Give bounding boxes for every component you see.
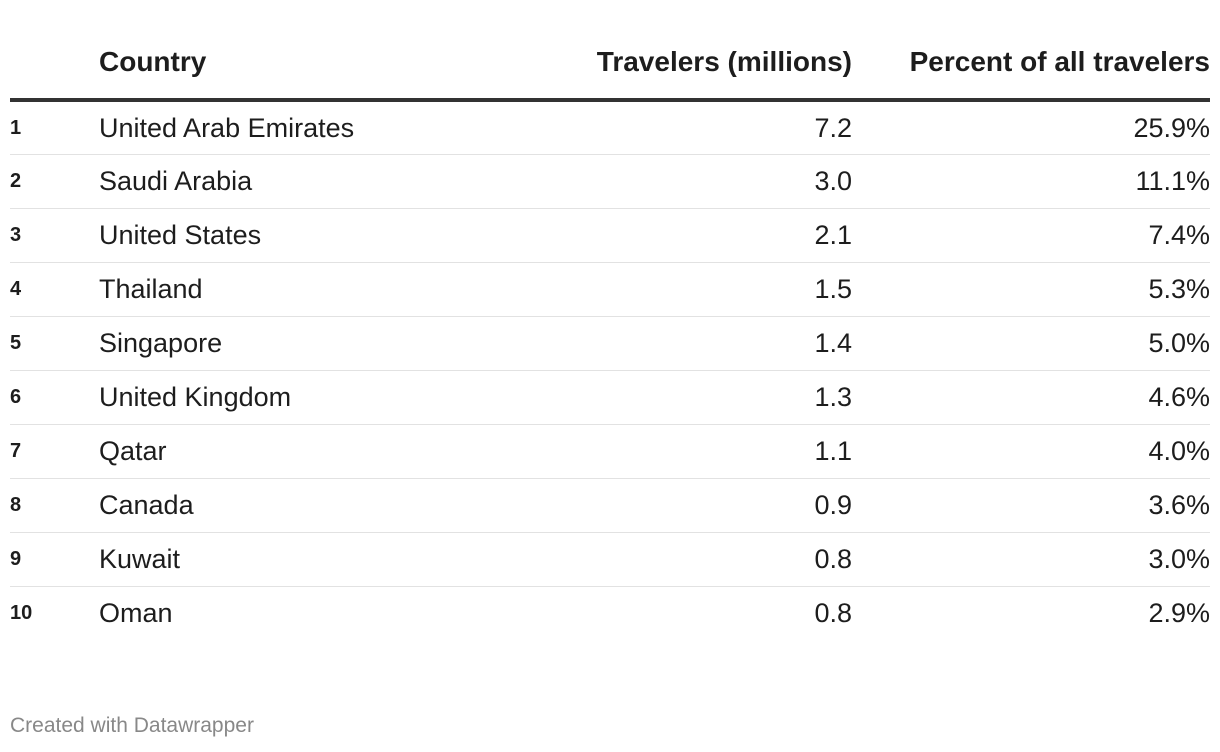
header-rank	[10, 44, 99, 102]
percent-cell: 5.0%	[852, 316, 1210, 371]
rank-cell: 10	[10, 602, 33, 624]
rank-cell: 9	[10, 532, 99, 587]
travelers-cell: 3.0	[522, 154, 852, 209]
country-cell: Singapore	[99, 316, 522, 371]
data-table: Country Travelers (millions) Percent of …	[10, 44, 1210, 640]
rank-cell: 3	[10, 208, 99, 263]
table-header: Country Travelers (millions) Percent of …	[10, 44, 1210, 102]
country-cell: United Kingdom	[99, 370, 522, 425]
percent-cell: 11.1%	[852, 154, 1210, 209]
percent-cell: 3.0%	[852, 532, 1210, 587]
table-row: 6 United Kingdom 1.3 4.6%	[10, 370, 1210, 425]
country-cell: Qatar	[99, 424, 522, 479]
country-cell: United Arab Emirates	[99, 100, 522, 155]
table-row: 8 Canada 0.9 3.6%	[10, 478, 1210, 533]
table-row: 3 United States 2.1 7.4%	[10, 208, 1210, 263]
table-row: 7 Qatar 1.1 4.0%	[10, 424, 1210, 479]
percent-cell: 5.3%	[852, 262, 1210, 317]
header-country[interactable]: Country	[99, 44, 522, 102]
country-cell: Oman	[99, 598, 173, 628]
percent-cell: 7.4%	[852, 208, 1210, 263]
travelers-cell: 7.2	[522, 100, 852, 155]
percent-cell: 2.9%	[1148, 598, 1210, 628]
country-cell: Saudi Arabia	[99, 154, 522, 209]
travelers-cell: 2.1	[522, 208, 852, 263]
country-cell: Thailand	[99, 262, 522, 317]
rank-cell: 2	[10, 154, 99, 209]
table-row: 5 Singapore 1.4 5.0%	[10, 316, 1210, 371]
rank-cell: 4	[10, 262, 99, 317]
travelers-cell: 1.1	[522, 424, 852, 479]
travelers-cell: 1.4	[522, 316, 852, 371]
percent-cell: 3.6%	[852, 478, 1210, 533]
table-row: 10 Oman 0.8 2.9%	[10, 587, 1210, 641]
header-row: Country Travelers (millions) Percent of …	[10, 44, 1210, 102]
header-percent[interactable]: Percent of all travelers	[852, 44, 1210, 102]
table-row: 2 Saudi Arabia 3.0 11.1%	[10, 154, 1210, 209]
rank-cell: 1	[10, 100, 99, 155]
travelers-cell: 0.8	[522, 532, 852, 587]
country-cell: Kuwait	[99, 532, 522, 587]
country-cell: United States	[99, 208, 522, 263]
rank-cell: 8	[10, 478, 99, 533]
table-row: 9 Kuwait 0.8 3.0%	[10, 532, 1210, 587]
travelers-cell: 0.9	[522, 478, 852, 533]
rank-cell: 5	[10, 316, 99, 371]
rank-cell: 6	[10, 370, 99, 425]
country-cell: Canada	[99, 478, 522, 533]
table-row: 1 United Arab Emirates 7.2 25.9%	[10, 100, 1210, 155]
percent-cell: 4.6%	[852, 370, 1210, 425]
table-body: 1 United Arab Emirates 7.2 25.9% 2 Saudi Arab…	[10, 100, 1210, 640]
table-row: 4 Thailand 1.5 5.3%	[10, 262, 1210, 317]
percent-cell: 25.9%	[852, 100, 1210, 155]
credit-text[interactable]: Created with Datawrapper	[10, 714, 254, 737]
percent-cell: 4.0%	[852, 424, 1210, 479]
travelers-cell: 0.8	[814, 598, 852, 628]
travelers-cell: 1.5	[522, 262, 852, 317]
travelers-cell: 1.3	[522, 370, 852, 425]
data-table-container: Country Travelers (millions) Percent of …	[10, 44, 1210, 640]
rank-cell: 7	[10, 424, 99, 479]
header-travelers[interactable]: Travelers (millions)	[522, 44, 852, 102]
